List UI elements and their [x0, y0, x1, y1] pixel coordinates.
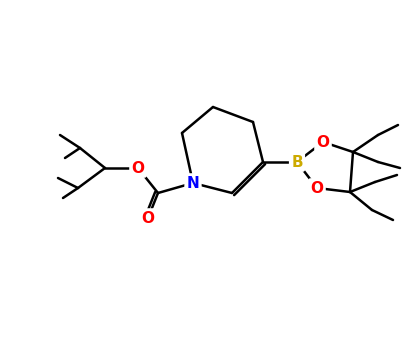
Text: O: O: [131, 160, 145, 175]
Text: N: N: [187, 175, 199, 190]
Text: O: O: [316, 135, 330, 150]
Text: B: B: [291, 155, 303, 169]
Text: O: O: [142, 211, 154, 226]
Text: O: O: [311, 180, 323, 195]
